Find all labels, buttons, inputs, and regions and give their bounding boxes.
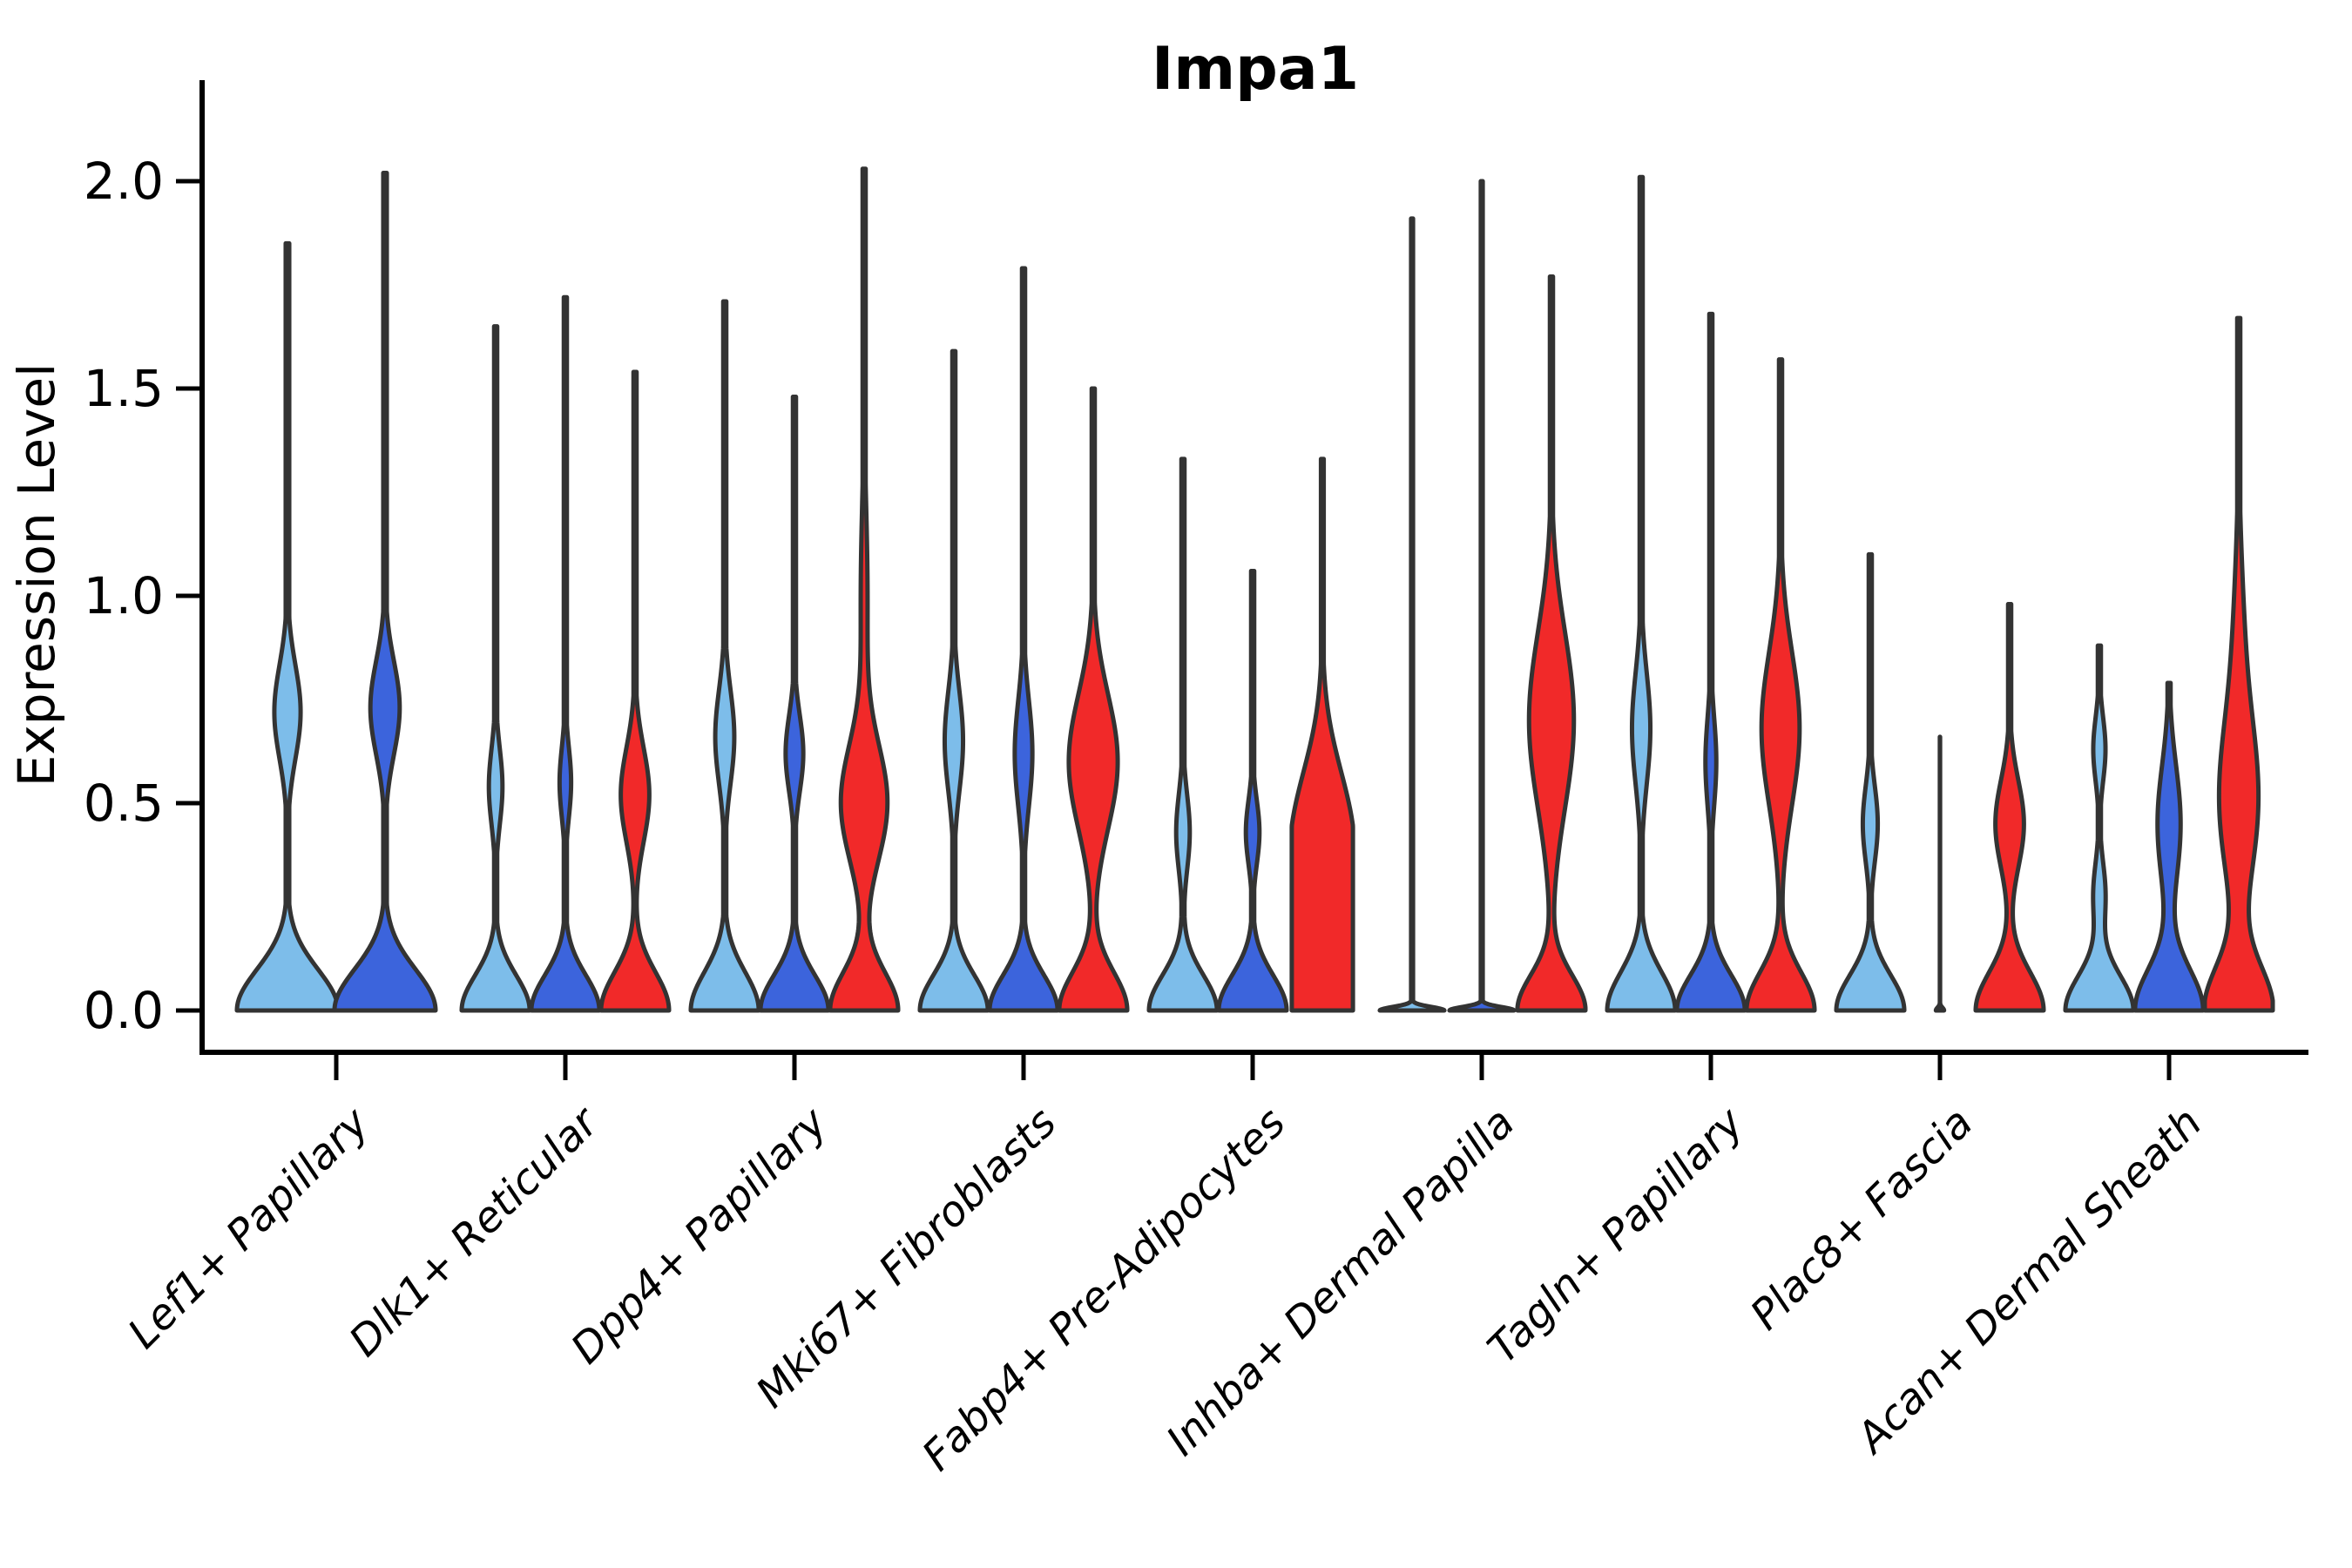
violin-lef1-series1 [332,170,438,1013]
violin-acan-series1 [2132,680,2206,1013]
x-tick-label: Fabp4+ Pre-Adipocytes [913,1098,1295,1481]
violin-dpp4-series2 [828,166,901,1013]
x-tick-label: Dpp4+ Papillary [562,1098,837,1373]
violin-dlk1-series1 [529,294,602,1013]
y-tick-label: 2.0 [84,152,164,211]
violin-fabp4-series2 [1289,456,1355,1013]
violin-mki67-series1 [987,266,1060,1013]
chart-title: Impa1 [1152,35,1359,104]
y-tick-label: 1.5 [84,359,164,418]
violin-inhba-series1 [1447,179,1517,1013]
y-tick-label: 0.0 [84,981,164,1040]
violin-acan-series2 [2202,315,2275,1013]
x-tick-label: Dlk1+ Reticular [340,1097,610,1367]
violin-inhba-series0 [1377,216,1447,1013]
y-tick-label: 0.5 [84,774,164,833]
violin-plac8-series0 [1834,551,1907,1013]
violin-mki67-series0 [917,348,990,1013]
violin-dpp4-series1 [758,395,831,1013]
violin-inhba-series2 [1515,274,1588,1013]
x-tick-label: Plac8+ Fascia [1741,1098,1983,1340]
violin-mki67-series2 [1057,386,1130,1013]
y-tick-label: 1.0 [84,566,164,625]
violin-tagln-series2 [1744,357,1817,1013]
violin-dlk1-series2 [598,369,672,1013]
y-axis-label: Expression Level [7,363,66,787]
violin-fabp4-series1 [1216,568,1289,1013]
violin-lef1-series0 [234,240,341,1013]
violin-dpp4-series0 [688,299,761,1013]
x-tick-label: Tagln+ Papillary [1478,1098,1754,1373]
violin-plac8-series1 [1933,734,1947,1013]
violin-tagln-series0 [1605,174,1678,1013]
violin-fabp4-series0 [1146,456,1220,1013]
x-tick-label: Lef1+ Papillary [118,1098,379,1358]
violin-tagln-series1 [1674,311,1747,1013]
violin-acan-series0 [2063,643,2136,1013]
violin-dlk1-series0 [459,324,532,1013]
violin-plac8-series2 [1973,602,2046,1013]
